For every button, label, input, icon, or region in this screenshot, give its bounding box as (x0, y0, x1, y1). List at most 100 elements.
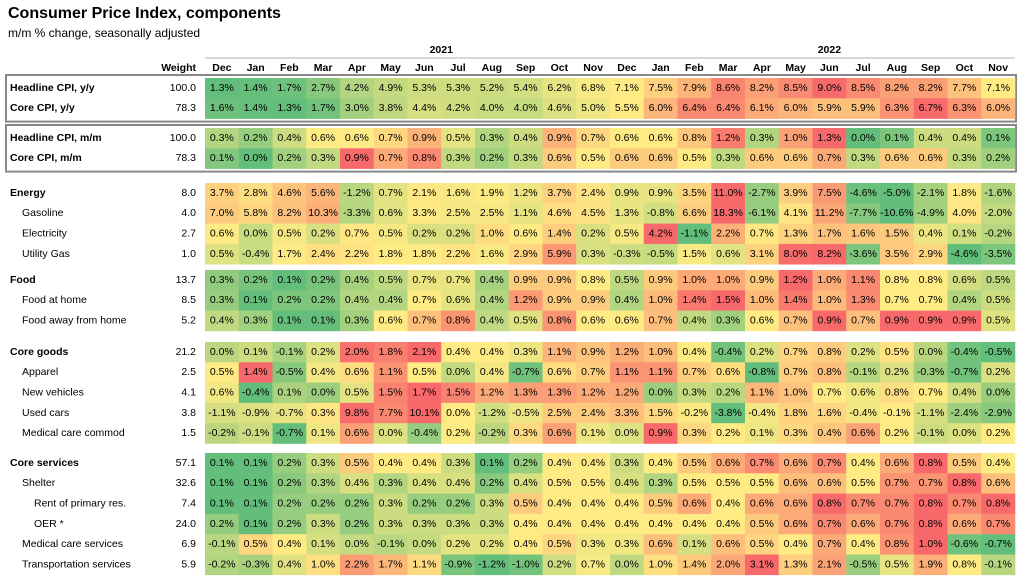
cell-value: 0.8% (885, 538, 909, 550)
heat-cell (407, 310, 442, 332)
cell-value: 1.2% (716, 132, 740, 144)
cell-value: 1.7% (379, 558, 403, 570)
heat-cell (711, 203, 746, 224)
heat-cell (306, 183, 341, 204)
heat-cell (711, 554, 746, 576)
cell-value: 0.2% (311, 498, 335, 510)
heat-cell (441, 98, 476, 119)
cell-value: 2.1% (412, 346, 436, 358)
heat-cell (205, 148, 240, 169)
cell-value: 0.7% (885, 498, 909, 510)
cell-value: 4.2% (649, 228, 673, 240)
heat-cell (340, 243, 375, 265)
cell-value: 0.9% (817, 315, 841, 327)
cell-value: 0.7% (851, 315, 875, 327)
heat-cell (913, 473, 948, 494)
column-header: Jun (820, 62, 839, 74)
heat-cell (238, 382, 273, 404)
heat-cell (508, 78, 543, 99)
cell-value: 0.5% (412, 366, 436, 378)
weight: 2.5 (181, 366, 196, 378)
heat-cell (643, 453, 678, 474)
heat-cell (441, 78, 476, 99)
cell-value: 0.4% (581, 498, 605, 510)
heat-cell (846, 534, 881, 555)
heat-cell (508, 513, 543, 535)
heat-cell (745, 128, 780, 149)
heat-cell (745, 453, 780, 474)
heat-cell (441, 554, 476, 576)
heat-cell (373, 554, 408, 576)
cell-value: 6.7% (919, 102, 943, 114)
cell-value: 0.1% (581, 427, 605, 439)
cell-value: -0.8% (647, 207, 674, 219)
cell-value: 3.1% (750, 248, 774, 260)
cell-value: 0.3% (480, 518, 504, 530)
heat-cell (812, 513, 847, 535)
cell-value: 7.1% (986, 82, 1010, 94)
heat-cell (846, 290, 881, 311)
cell-value: 0.1% (244, 498, 268, 510)
heat-cell (272, 243, 307, 265)
heat-cell (981, 310, 1016, 332)
heat-cell (913, 243, 948, 265)
cell-value: 0.6% (446, 294, 470, 306)
heat-cell (272, 534, 307, 555)
weight: 4.0 (181, 207, 196, 219)
cell-value: 0.7% (952, 498, 976, 510)
heat-cell (880, 382, 915, 404)
heat-cell (981, 203, 1016, 224)
cell-value: 0.1% (750, 427, 774, 439)
cell-value: 0.7% (581, 132, 605, 144)
heat-cell (711, 183, 746, 204)
cell-value: 0.6% (345, 366, 369, 378)
cell-value: 7.5% (817, 187, 841, 199)
heat-cell (677, 513, 712, 535)
heat-cell (238, 98, 273, 119)
cell-value: 0.3% (615, 457, 639, 469)
cell-value: 0.8% (581, 274, 605, 286)
cell-value: 0.7% (784, 315, 808, 327)
cell-value: 0.7% (817, 518, 841, 530)
heat-cell (981, 78, 1016, 99)
cell-value: 0.3% (311, 152, 335, 164)
heat-cell (846, 243, 881, 265)
heat-cell (441, 453, 476, 474)
heat-cell (508, 554, 543, 576)
cell-value: 7.5% (649, 82, 673, 94)
heat-cell (711, 453, 746, 474)
cell-value: 0.6% (379, 315, 403, 327)
heat-cell (576, 382, 611, 404)
heat-cell (407, 243, 442, 265)
cell-value: 0.3% (615, 538, 639, 550)
cell-value: 2.4% (581, 187, 605, 199)
heat-cell (576, 290, 611, 311)
cell-value: 0.4% (277, 132, 301, 144)
heat-cell (711, 342, 746, 363)
cell-value: 1.8% (379, 346, 403, 358)
cell-value: 1.6% (817, 407, 841, 419)
cell-value: 0.2% (547, 558, 571, 570)
heat-cell (846, 342, 881, 363)
heat-cell (441, 183, 476, 204)
cell-value: 2.7% (311, 82, 335, 94)
heat-cell (508, 148, 543, 169)
cell-value: 1.1% (379, 366, 403, 378)
cell-value: 1.0% (784, 387, 808, 399)
heat-cell (947, 223, 982, 245)
heat-cell (913, 98, 948, 119)
cell-value: 1.7% (817, 228, 841, 240)
cell-value: 7.0% (210, 207, 234, 219)
heat-cell (542, 382, 577, 404)
column-header: Dec (617, 62, 636, 74)
cell-value: 2.2% (716, 228, 740, 240)
cell-value: 0.4% (952, 387, 976, 399)
cell-value: 0.4% (615, 518, 639, 530)
cell-value: 0.4% (615, 498, 639, 510)
cell-value: 0.6% (649, 538, 673, 550)
heat-cell (542, 402, 577, 424)
heat-cell (272, 128, 307, 149)
heat-cell (272, 203, 307, 224)
heat-cell (846, 493, 881, 515)
heat-cell (812, 78, 847, 99)
